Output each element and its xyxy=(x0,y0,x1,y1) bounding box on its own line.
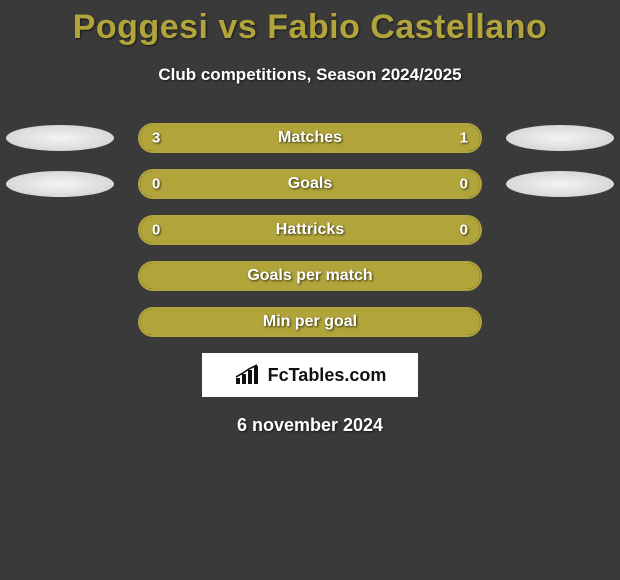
stat-bar: Hattricks00 xyxy=(138,215,482,245)
stat-bar-fill xyxy=(140,171,480,197)
page-subtitle: Club competitions, Season 2024/2025 xyxy=(0,65,620,85)
stat-bar: Goals per match xyxy=(138,261,482,291)
stat-bar: Min per goal xyxy=(138,307,482,337)
team-crest-placeholder xyxy=(506,171,614,197)
stat-bar: Goals00 xyxy=(138,169,482,199)
page-title: Poggesi vs Fabio Castellano xyxy=(0,0,620,47)
stat-row: Matches31 xyxy=(0,123,620,153)
stat-bar: Matches31 xyxy=(138,123,482,153)
date-text: 6 november 2024 xyxy=(0,415,620,436)
stat-bar-fill-right xyxy=(395,125,480,151)
brand-text: FcTables.com xyxy=(268,365,387,386)
stat-row: Goals per match xyxy=(0,261,620,291)
stat-bar-fill xyxy=(140,217,480,243)
team-crest-placeholder xyxy=(506,125,614,151)
stat-bar-fill-left xyxy=(140,125,395,151)
stat-row: Min per goal xyxy=(0,307,620,337)
stat-row: Goals00 xyxy=(0,169,620,199)
team-crest-placeholder xyxy=(6,125,114,151)
brand-box: FcTables.com xyxy=(202,353,418,397)
comparison-chart: Matches31 Goals00 Hattricks00 Goals per mat… xyxy=(0,123,620,337)
stat-bar-fill xyxy=(140,263,480,289)
stat-row: Hattricks00 xyxy=(0,215,620,245)
stat-bar-fill xyxy=(140,309,480,335)
chart-icon xyxy=(234,364,262,386)
team-crest-placeholder xyxy=(6,171,114,197)
